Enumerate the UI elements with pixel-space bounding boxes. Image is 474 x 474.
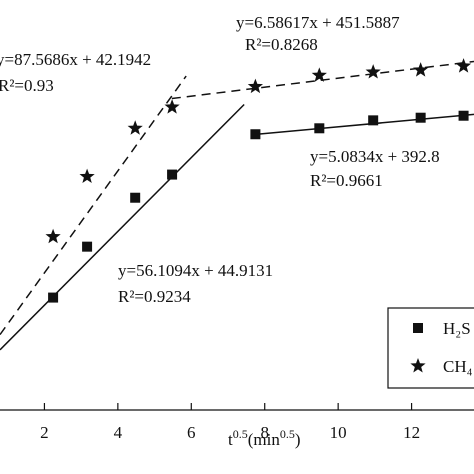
annotation: R²=0.9661 xyxy=(310,171,383,190)
point xyxy=(48,292,59,303)
legend-marker xyxy=(413,323,423,333)
fit-line xyxy=(0,75,187,336)
x-tick-label: 10 xyxy=(330,423,347,442)
point xyxy=(167,169,178,180)
x-tick-label: 8 xyxy=(260,423,269,442)
point xyxy=(413,62,429,77)
x-tick-label: 12 xyxy=(403,423,420,442)
x-axis-label-part: 0.5 xyxy=(280,427,295,441)
x-tick-label: 6 xyxy=(187,423,196,442)
x-tick-label: 4 xyxy=(114,423,123,442)
legend-label: H₂S xyxy=(443,319,471,338)
point xyxy=(130,192,141,203)
legend-label: CH₄ xyxy=(443,357,473,376)
point xyxy=(247,78,264,94)
x-axis-label-part: ) xyxy=(295,430,301,449)
x-axis-label-part: t xyxy=(228,430,233,449)
point xyxy=(45,228,61,244)
point xyxy=(365,64,381,79)
annotation: y=56.1094x + 44.9131 xyxy=(118,261,273,280)
point xyxy=(127,120,143,135)
fit-line xyxy=(0,103,245,351)
annotation: R²=0.8268 xyxy=(245,35,318,54)
point xyxy=(368,115,379,126)
x-tick-label: 2 xyxy=(40,423,49,442)
point xyxy=(415,112,426,123)
annotation: R²=0.93 xyxy=(0,76,54,95)
point xyxy=(164,99,180,114)
annotation: y=6.58617x + 451.5887 xyxy=(236,13,400,32)
legend-marker xyxy=(410,358,426,373)
point xyxy=(82,241,93,252)
x-axis-label-part: 0.5 xyxy=(233,427,248,441)
annotation: y=87.5686x + 42.1942 xyxy=(0,50,151,69)
fit-line xyxy=(256,113,474,135)
point xyxy=(250,129,261,140)
point xyxy=(458,110,469,121)
point xyxy=(311,67,327,82)
legend-box xyxy=(387,307,474,389)
annotation: R²=0.9234 xyxy=(118,287,191,306)
annotation: y=5.0834x + 392.8 xyxy=(310,147,440,166)
x-axis-label-part: (min xyxy=(248,430,281,449)
point xyxy=(79,168,95,184)
point xyxy=(455,58,472,73)
point xyxy=(314,123,325,134)
x-axis-label: t0.5(min0.5) xyxy=(228,427,301,449)
